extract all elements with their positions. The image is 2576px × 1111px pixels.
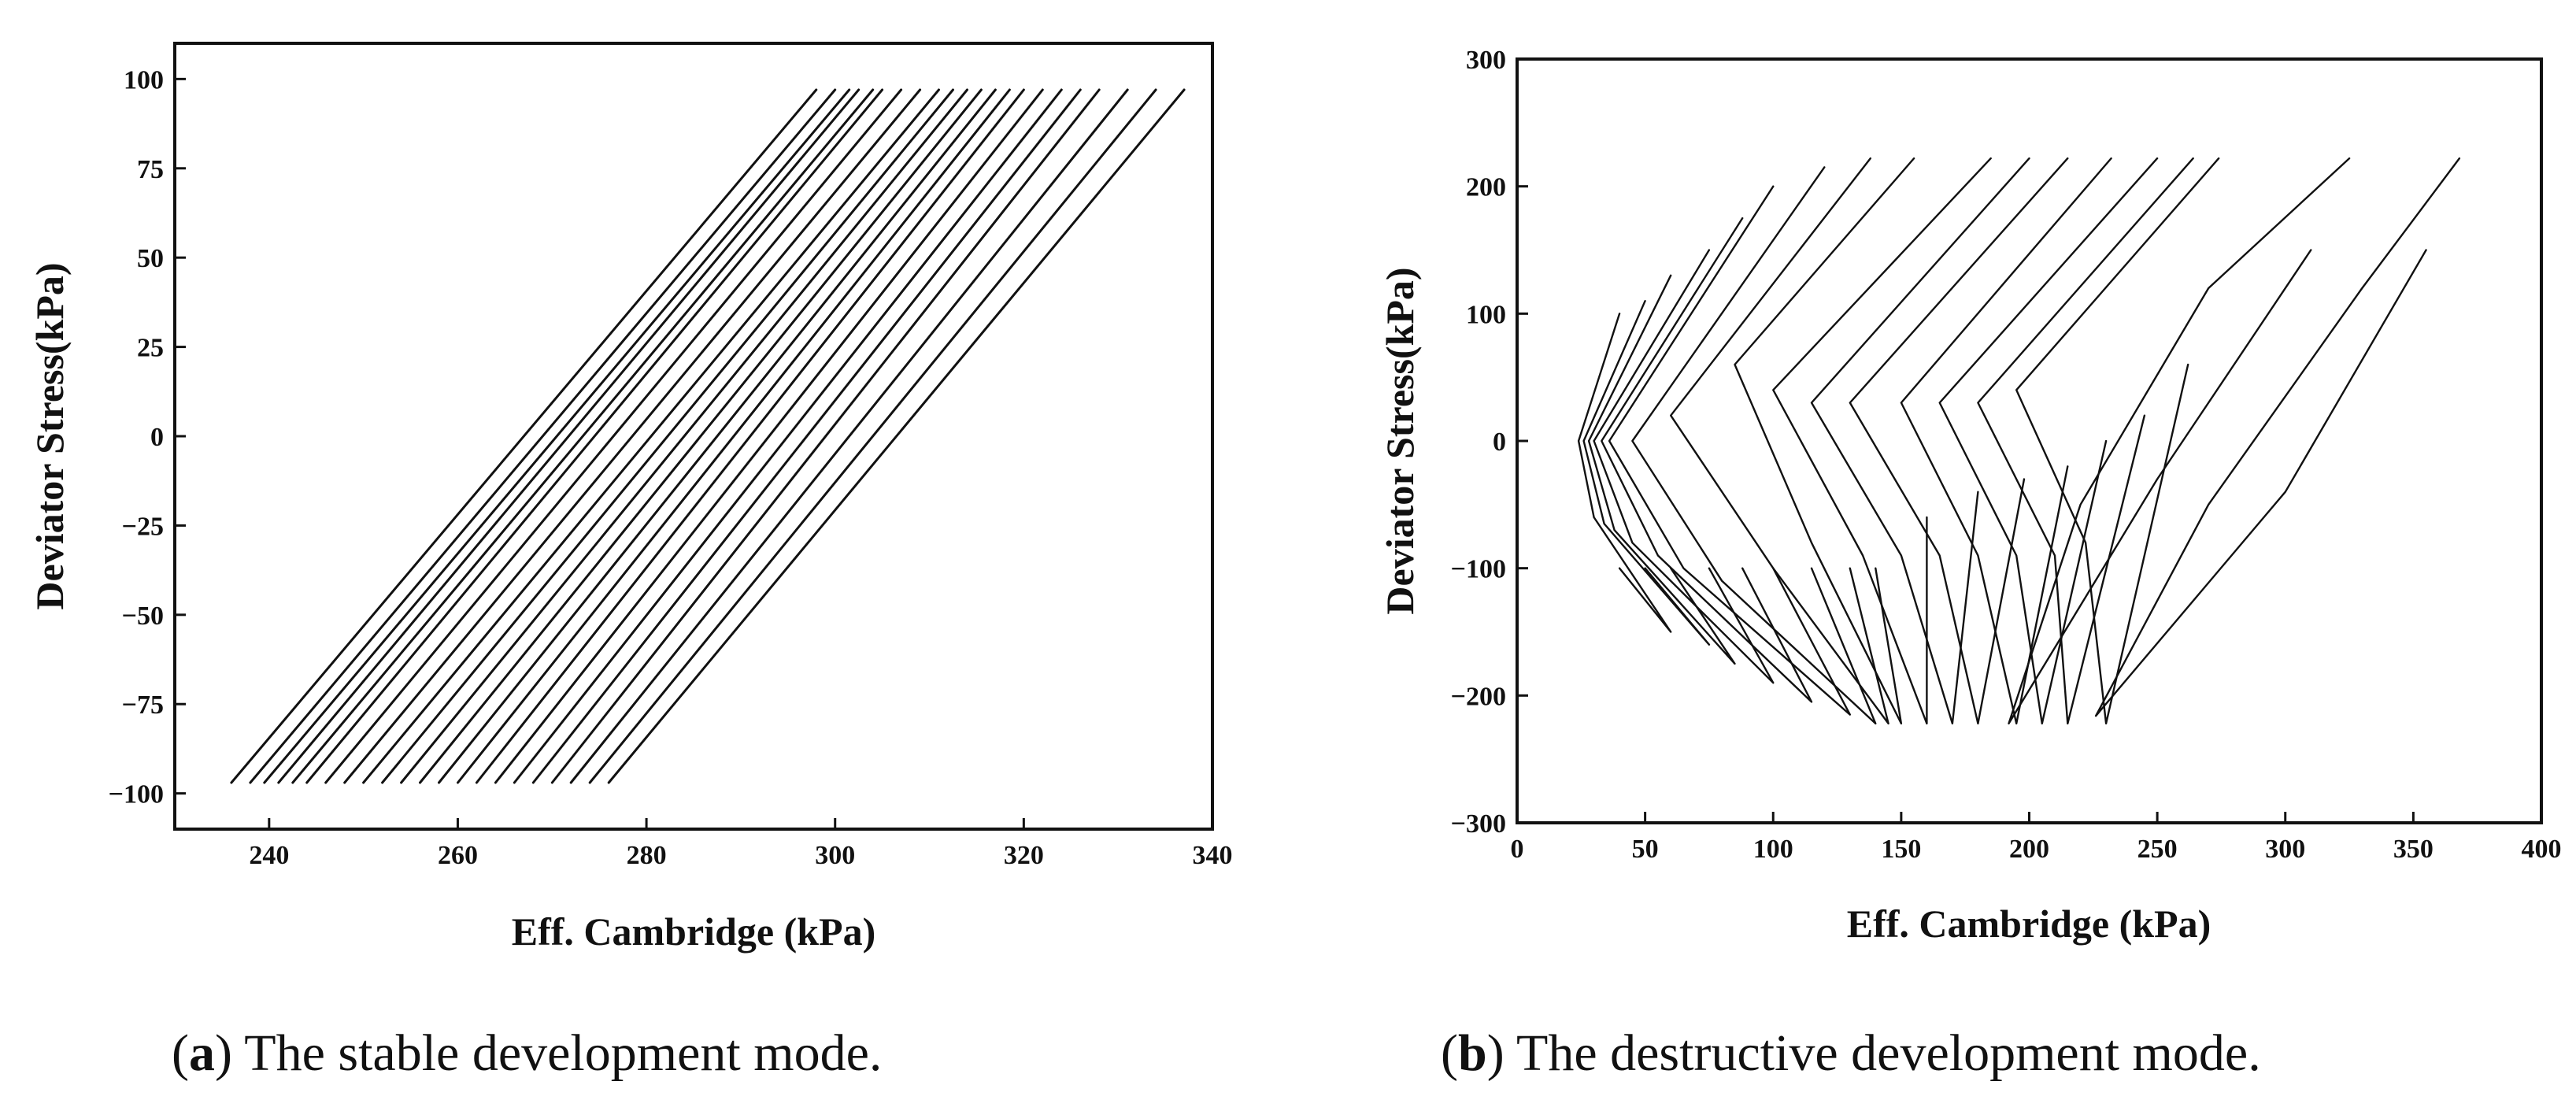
- y-tick-label-a: 25: [137, 334, 164, 363]
- caption-letter-a: a: [188, 1024, 215, 1082]
- x-tick-label-b: 200: [2009, 835, 2049, 864]
- x-tick-label-a: 340: [1193, 841, 1233, 870]
- x-tick-label-a: 240: [249, 841, 289, 870]
- series-group-b: [1577, 157, 2461, 725]
- y-tick-label-b: 200: [1466, 173, 1506, 202]
- y-tick-label-a: 50: [137, 244, 164, 273]
- series-line-b-13: [1900, 157, 2112, 725]
- series-line-a-11: [400, 88, 968, 784]
- series-line-a-19: [550, 88, 1101, 784]
- caption-b: (b) The destructive development mode.: [1441, 1024, 2261, 1082]
- x-tick-label-b: 300: [2265, 835, 2305, 864]
- series-line-a-13: [438, 88, 997, 784]
- x-tick-label-b: 250: [2137, 835, 2178, 864]
- y-tick-label-a: 0: [150, 423, 164, 452]
- x-tick-label-a: 320: [1004, 841, 1044, 870]
- y-tick-label-b: −100: [1451, 555, 1506, 584]
- y-axis-label-a: Deviator Stress(kPa): [28, 262, 72, 609]
- series-line-b-6: [1608, 185, 1852, 716]
- x-axis-label-a: Eff. Cambridge (kPa): [512, 909, 875, 954]
- plot-frame-a: [173, 42, 1214, 831]
- series-line-b-1: [1577, 313, 1672, 633]
- series-line-b-12: [1849, 157, 2069, 725]
- ticks-group-a: 240 260 280 300 320 340 100 75 50 25 0 −25 −50 −75 −10…: [109, 65, 1233, 870]
- series-group-a: [230, 88, 1186, 784]
- y-tick-label-a: −50: [122, 602, 164, 631]
- series-line-a-1: [230, 88, 818, 784]
- y-tick-label-a: −75: [122, 691, 164, 720]
- x-tick-label-b: 350: [2393, 835, 2434, 864]
- series-line-a-3: [263, 88, 851, 784]
- series-line-a-10: [381, 88, 954, 784]
- y-tick-label-b: 300: [1466, 46, 1506, 75]
- series-line-b-2: [1582, 300, 1711, 646]
- y-tick-label-b: 100: [1466, 300, 1506, 329]
- series-line-b-5: [1601, 217, 1813, 703]
- series-line-a-2: [249, 88, 837, 784]
- y-tick-label-a: −100: [109, 780, 164, 809]
- series-line-b-15: [1977, 157, 2194, 725]
- series-line-b-16: [2015, 157, 2220, 725]
- series-line-a-12: [419, 88, 983, 784]
- series-line-a-17: [513, 88, 1063, 784]
- y-axis-label-b: Deviator Stress(kPa): [1378, 267, 1422, 614]
- y-tick-label-b: −300: [1451, 809, 1506, 839]
- x-tick-label-a: 260: [438, 841, 478, 870]
- series-line-b-14: [1938, 157, 2159, 725]
- chart-panel-a: 240 260 280 300 320 340 100 75 50 25 0 −25 −50 −75 −10…: [28, 42, 1233, 954]
- caption-text-b: The destructive development mode.: [1516, 1024, 2261, 1082]
- x-tick-label-a: 300: [815, 841, 855, 870]
- x-axis-label-b: Eff. Cambridge (kPa): [1847, 902, 2211, 946]
- series-line-a-7: [324, 88, 903, 784]
- ticks-group-b: 0 50 100 150 200 250 300 350 400 300 200 100 0 −100 −2…: [1451, 46, 2562, 864]
- x-tick-label-b: 400: [2522, 835, 2562, 864]
- series-line-b-10: [1772, 157, 1992, 725]
- series-line-a-20: [569, 88, 1129, 784]
- y-tick-label-b: 0: [1493, 428, 1506, 457]
- series-line-a-21: [588, 88, 1157, 784]
- series-line-b-7: [1631, 166, 1877, 725]
- caption-a: (a) The stable development mode.: [172, 1024, 883, 1082]
- series-line-a-15: [475, 88, 1025, 784]
- chart-panel-b: 0 50 100 150 200 250 300 350 400 300 200 100 0 −100 −2…: [1378, 46, 2562, 946]
- series-line-a-8: [343, 88, 922, 784]
- y-tick-label-b: −200: [1451, 682, 1506, 711]
- series-line-b-3: [1587, 274, 1736, 665]
- series-line-a-6: [305, 88, 884, 784]
- caption-text-a: The stable development mode.: [244, 1024, 883, 1082]
- x-tick-label-b: 50: [1632, 835, 1659, 864]
- series-line-a-9: [362, 88, 940, 784]
- x-tick-label-b: 150: [1881, 835, 1921, 864]
- series-line-a-22: [607, 88, 1186, 784]
- y-tick-label-a: −25: [122, 512, 164, 541]
- caption-letter-b: b: [1457, 1024, 1487, 1082]
- series-line-b-18: [2094, 157, 2461, 717]
- series-line-a-16: [494, 88, 1044, 784]
- series-line-a-5: [291, 88, 875, 784]
- x-tick-label-b: 0: [1511, 835, 1524, 864]
- series-line-b-9: [1734, 157, 1915, 725]
- y-tick-label-a: 100: [124, 65, 164, 94]
- series-line-b-17: [2008, 157, 2351, 725]
- x-tick-label-b: 100: [1753, 835, 1793, 864]
- series-line-a-14: [457, 88, 1011, 784]
- y-tick-label-a: 75: [137, 155, 164, 184]
- x-tick-label-a: 280: [627, 841, 667, 870]
- plot-frame-b: [1516, 57, 2543, 824]
- series-line-a-18: [531, 88, 1082, 784]
- series-line-a-4: [277, 88, 861, 784]
